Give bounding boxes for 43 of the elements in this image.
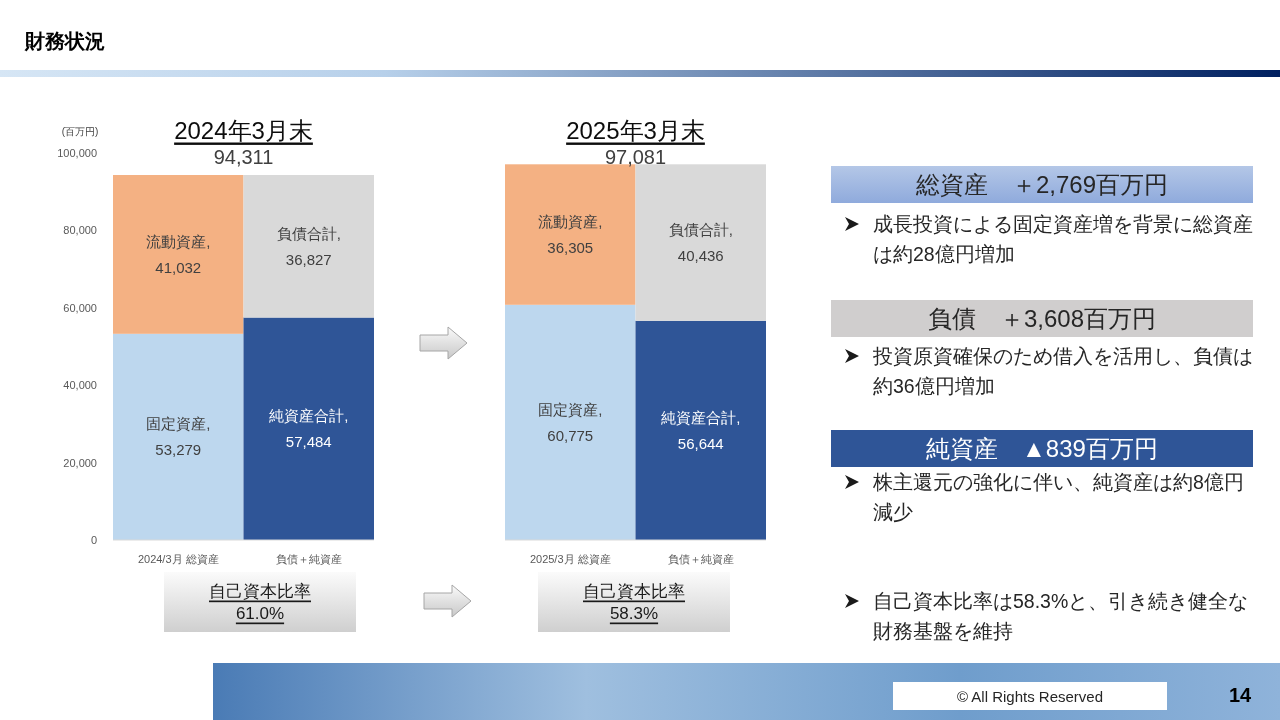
- data-label: 56,644: [677, 434, 724, 452]
- y-tick-label: 20,000: [63, 456, 97, 469]
- series-label: 流動資産,: [146, 232, 211, 250]
- text: 成長投資による固定資産増を背景に総資産は約28億円増加: [873, 212, 1254, 267]
- data-label: 41,032: [155, 258, 202, 276]
- text: 投資原資確保のため借入を活用し、負債は約36億円増加: [873, 344, 1254, 399]
- x-tick-label: 2024/3月 総資産: [137, 553, 219, 565]
- series-label: 純資産合計,: [661, 408, 741, 426]
- data-label: 53,279: [155, 441, 202, 459]
- x-tick-label: 2025/3月 総資産: [529, 553, 611, 565]
- text: 純資産 ▲839百万円: [831, 430, 1253, 467]
- series-label: 負債合計,: [668, 221, 733, 239]
- text: 自己資本比率 61.0%: [209, 581, 311, 623]
- text: 負債 ＋3,608百万円: [831, 300, 1253, 337]
- text: © All Rights Reserved: [956, 687, 1104, 705]
- y-axis-title: (百万円): [61, 125, 99, 137]
- y-tick-label: 100,000: [57, 147, 97, 159]
- x-tick-label: 負債＋純資産: [275, 553, 342, 565]
- data-label: 36,827: [285, 250, 332, 268]
- series-label: 固定資産,: [538, 400, 603, 418]
- text: 14: [1228, 684, 1252, 706]
- chart-title: 2024年3月末: [174, 116, 313, 144]
- series-label: 負債合計,: [276, 224, 341, 242]
- chart-subtitle: 97,081: [604, 146, 667, 168]
- text: 総資産 ＋2,769百万円: [831, 166, 1253, 203]
- series-label: 流動資産,: [538, 213, 603, 231]
- chart-title: 2025年3月末: [566, 116, 705, 144]
- series-label: 固定資産,: [146, 415, 211, 433]
- data-label: 60,775: [547, 426, 594, 444]
- text: 株主還元の強化に伴い、純資産は約8億円減少: [873, 470, 1245, 525]
- data-label: 36,305: [547, 239, 594, 257]
- y-tick-label: 80,000: [63, 224, 97, 237]
- text: 自己資本比率 58.3%: [583, 581, 685, 623]
- series-label: 純資産合計,: [269, 407, 349, 425]
- data-label: 40,436: [677, 247, 724, 265]
- y-tick-label: 60,000: [63, 301, 97, 314]
- y-tick-label: 0: [90, 534, 97, 546]
- text: 財務状況: [24, 30, 105, 52]
- y-tick-label: 40,000: [63, 379, 97, 392]
- data-label: 57,484: [285, 433, 332, 451]
- text: 自己資本比率は58.3%と、引き続き健全な財務基盤を維持: [873, 589, 1250, 644]
- chart-subtitle: 94,311: [213, 146, 274, 168]
- x-tick-label: 負債＋純資産: [667, 553, 734, 565]
